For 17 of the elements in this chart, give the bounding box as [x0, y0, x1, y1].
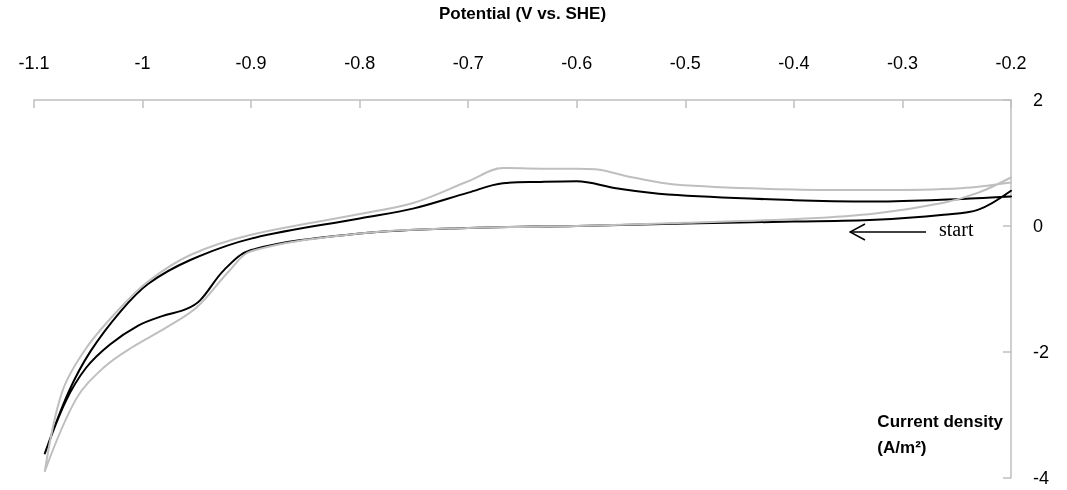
x-tick-label: -0.8 — [344, 53, 376, 73]
y-tick-label: 0 — [1033, 216, 1044, 236]
x-tick-label: -0.4 — [778, 53, 810, 73]
x-axis-title: Potential (V vs. SHE) — [438, 4, 607, 23]
annotation: start — [939, 218, 974, 241]
x-tick-label: -0.2 — [995, 53, 1027, 73]
x-tick-label: -0.3 — [886, 53, 918, 73]
x-tick-label: -0.7 — [452, 53, 484, 73]
y-tick-label: -2 — [1033, 342, 1050, 362]
x-tick-label: -0.9 — [235, 53, 267, 73]
y-axis-title: Current density (A/m²) — [877, 411, 1004, 457]
x-tick-label: -0.5 — [669, 53, 701, 73]
y-tick-label: 2 — [1033, 90, 1044, 110]
x-tick-label: -1 — [134, 53, 151, 73]
x-tick-label: -0.6 — [561, 53, 593, 73]
y-tick-label: -4 — [1033, 468, 1050, 488]
x-tick-label: -1.1 — [18, 53, 50, 73]
